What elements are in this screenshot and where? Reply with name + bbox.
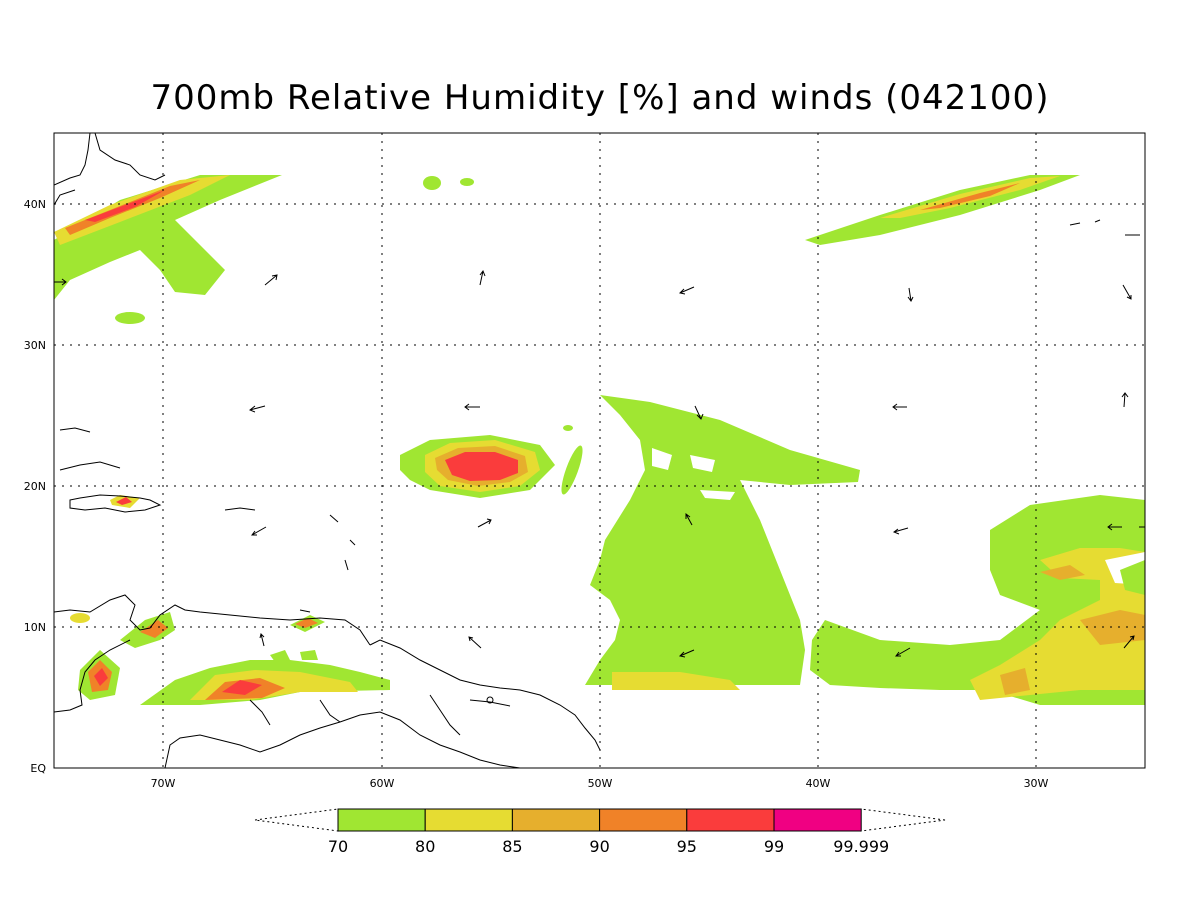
wind-vectors [54,269,1145,658]
lon-label: 60W [370,777,395,790]
colorbar-box [511,808,601,832]
humidity-area-nw-core [54,175,230,245]
wind-arrow [892,403,907,411]
humidity-area-ne [805,175,1080,245]
coastlines [54,133,1140,768]
wind-arrow [678,286,695,295]
colorbar-box [773,808,862,832]
colorbar-level-label: 80 [415,837,435,856]
wind-arrow [1122,284,1132,300]
storm-system [400,425,583,498]
colorbar-box [424,808,513,832]
wind-arrow [892,527,909,535]
grid-lines [54,133,1145,768]
colorbar-box [337,808,426,832]
lat-label: EQ [30,762,46,775]
humidity-area-central [585,395,860,685]
lon-label: 50W [588,777,613,790]
colorbar-box [599,808,688,832]
wind-arrow [468,636,482,649]
wind-arrow [249,405,266,413]
wind-arrow [694,405,704,420]
wind-arrow [264,274,278,286]
colorbar-high-extension [860,808,946,832]
humidity-shading [54,175,1145,705]
wind-arrow [895,647,911,657]
colorbar-level-label: 70 [328,837,348,856]
wind-arrow [1107,523,1122,531]
lat-label: 40N [24,198,46,211]
colorbar-level-label: 90 [589,837,609,856]
wind-arrow [685,513,693,526]
wind-arrow [1123,635,1135,649]
colorbar-level-label: 99 [764,837,784,856]
map-title: 700mb Relative Humidity [%] and winds (0… [150,78,1050,118]
plot-frame [53,132,1146,769]
wind-arrow [479,269,486,286]
colorbar-box [686,808,775,832]
wind-arrow [259,633,265,647]
wind-arrow [477,518,492,528]
wind-arrow [251,526,267,536]
colorbar-low-extension [254,808,339,832]
lon-axis-labels: 70W 60W 50W 40W 30W [151,777,1049,790]
colorbar-level-label: 95 [677,837,697,856]
wind-arrow [464,403,480,411]
lat-axis-labels: EQ 10N 20N 30N 40N [24,198,47,775]
lat-label: 20N [24,480,46,493]
lat-label: 30N [24,339,46,352]
wind-arrow [907,287,914,302]
wind-arrow [54,278,67,286]
lon-label: 40W [806,777,831,790]
wind-arrow [678,649,695,658]
lat-label: 10N [24,621,46,634]
lon-label: 30W [1024,777,1049,790]
wind-arrow [1121,392,1129,408]
colorbar: 70 80 85 90 95 99 99.999 [254,808,946,856]
lon-label: 70W [151,777,176,790]
colorbar-level-label: 85 [502,837,522,856]
colorbar-level-label: 99.999 [833,837,889,856]
